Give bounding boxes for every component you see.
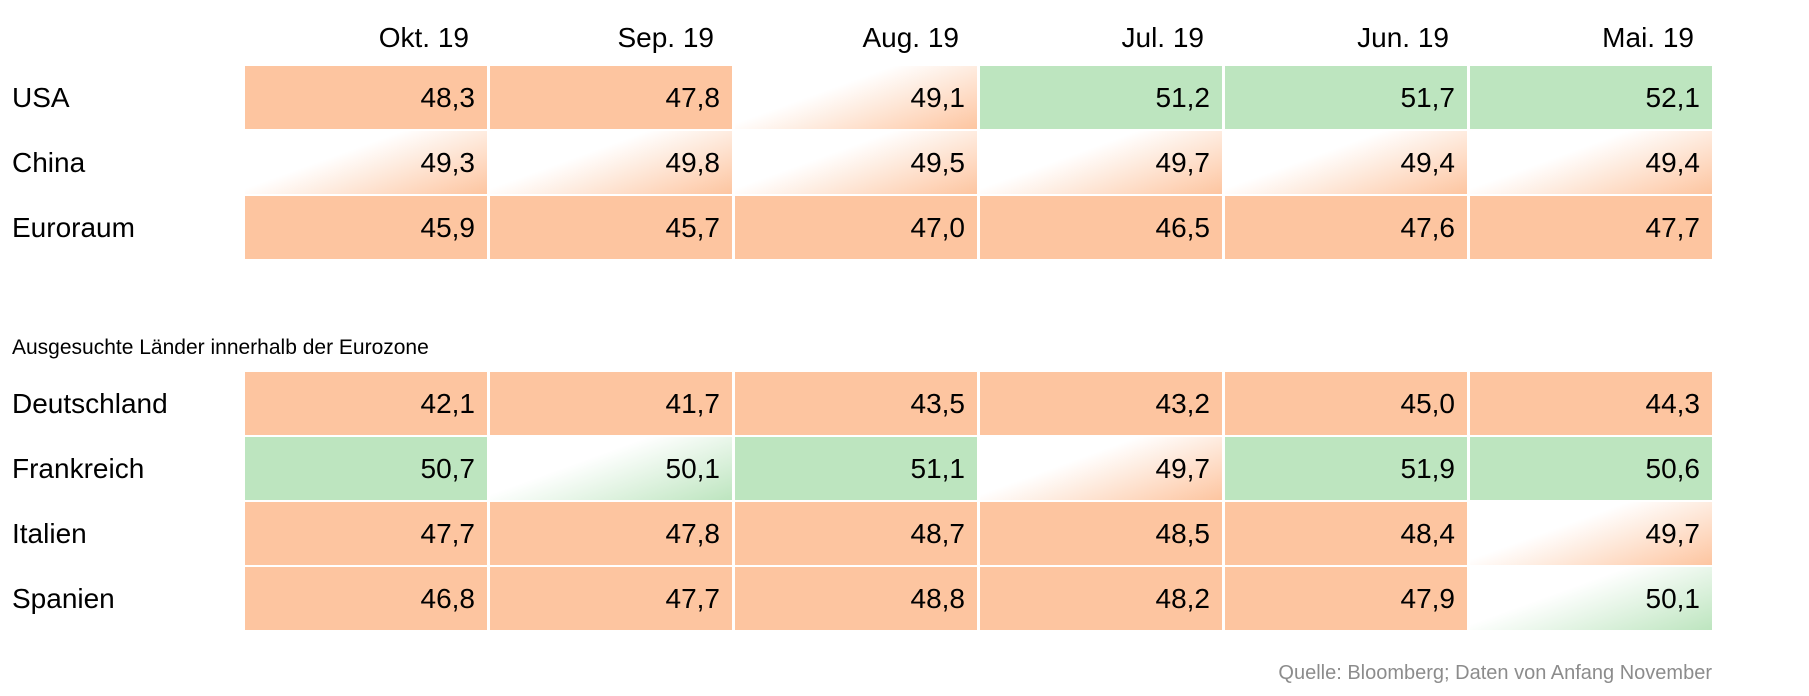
value-cell: 43,2 [980, 372, 1222, 435]
column-header: Jul. 19 [1121, 22, 1205, 53]
value-cell: 47,0 [735, 196, 977, 259]
value-cell: 49,4 [1225, 131, 1467, 194]
value-cell: 43,5 [735, 372, 977, 435]
value-cell: 49,1 [735, 66, 977, 129]
value-cell: 51,9 [1225, 437, 1467, 500]
value-cell: 49,7 [1470, 502, 1712, 565]
value-cell: 50,1 [1470, 567, 1712, 630]
value-cell: 50,1 [490, 437, 732, 500]
value-cell: 47,6 [1225, 196, 1467, 259]
value-cell: 45,7 [490, 196, 732, 259]
value-cell: 49,4 [1470, 131, 1712, 194]
value-cell: 46,5 [980, 196, 1222, 259]
value-cell: 47,7 [490, 567, 732, 630]
value-cell: 47,8 [490, 66, 732, 129]
value-cell: 48,7 [735, 502, 977, 565]
column-header: Jun. 19 [1357, 22, 1449, 53]
value-cell: 47,7 [1470, 196, 1712, 259]
row-label: China [12, 147, 86, 178]
row-label: Deutschland [12, 388, 168, 419]
value-cell: 47,8 [490, 502, 732, 565]
value-cell: 50,7 [245, 437, 487, 500]
value-cell: 48,2 [980, 567, 1222, 630]
value-cell: 48,8 [735, 567, 977, 630]
value-cell: 49,3 [245, 131, 487, 194]
column-header: Mai. 19 [1602, 22, 1694, 53]
value-cell: 46,8 [245, 567, 487, 630]
source-note: Quelle: Bloomberg; Daten von Anfang Nove… [1278, 662, 1712, 684]
value-cell: 42,1 [245, 372, 487, 435]
row-label: Frankreich [12, 453, 145, 484]
row-label: Spanien [12, 583, 115, 614]
value-cell: 41,7 [490, 372, 732, 435]
column-header: Okt. 19 [378, 22, 469, 53]
value-cell: 47,7 [245, 502, 487, 565]
row-label: Euroraum [12, 212, 135, 243]
column-header: Aug. 19 [862, 22, 959, 53]
column-header: Sep. 19 [617, 22, 714, 53]
value-cell: 49,7 [980, 437, 1222, 500]
value-cell: 49,8 [490, 131, 732, 194]
value-cell: 48,3 [245, 66, 487, 129]
row-label: USA [12, 82, 70, 113]
value-cell: 51,2 [980, 66, 1222, 129]
value-cell: 51,7 [1225, 66, 1467, 129]
value-cell: 48,4 [1225, 502, 1467, 565]
value-cell: 52,1 [1470, 66, 1712, 129]
value-cell: 48,5 [980, 502, 1222, 565]
value-cell: 50,6 [1470, 437, 1712, 500]
row-label: Italien [12, 518, 87, 549]
value-cell: 45,9 [245, 196, 487, 259]
value-cell: 47,9 [1225, 567, 1467, 630]
value-cell: 49,5 [735, 131, 977, 194]
section-title: Ausgesuchte Länder innerhalb der Eurozon… [12, 336, 429, 359]
value-cell: 49,7 [980, 131, 1222, 194]
value-cell: 51,1 [735, 437, 977, 500]
value-cell: 44,3 [1470, 372, 1712, 435]
value-cell: 45,0 [1225, 372, 1467, 435]
